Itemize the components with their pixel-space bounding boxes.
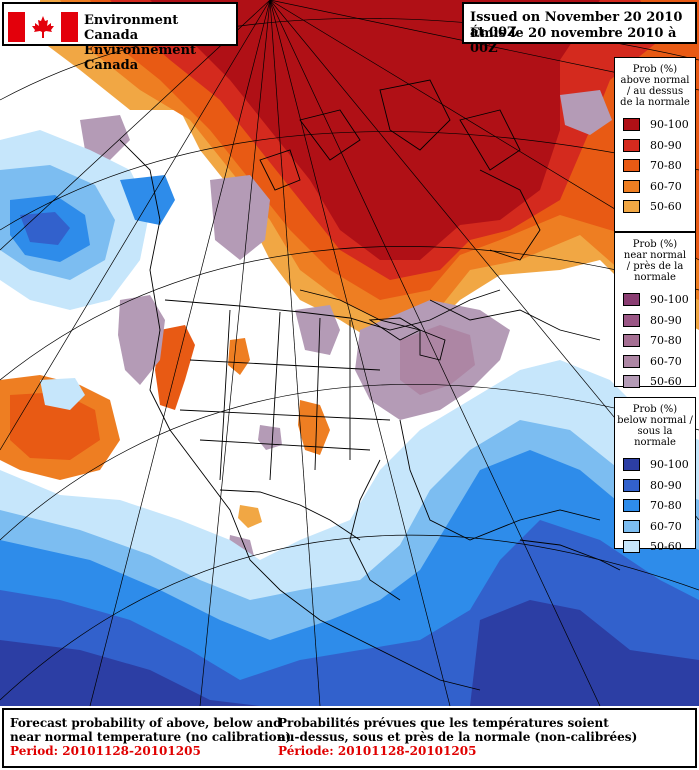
legend-row: 50-60: [615, 371, 695, 392]
agency-header: Environment Canada Environnement Canada: [2, 2, 238, 73]
legend-row: 80-90: [615, 310, 695, 331]
legend-row: 90-100: [615, 454, 695, 475]
agency-name-en: Environment Canada: [84, 13, 179, 43]
legend-swatch: [623, 313, 640, 327]
legend-label: 70-80: [650, 159, 682, 172]
legend-label: 90-100: [650, 293, 689, 306]
legend-row: 50-60: [615, 196, 695, 217]
issue-date-fr: Émis le 20 novembre 2010 à 00Z: [470, 26, 677, 56]
legend-row: 60-70: [615, 516, 695, 537]
canada-flag-icon: [8, 12, 78, 42]
legend-swatch: [623, 478, 640, 492]
legend-swatch: [623, 200, 640, 213]
legend-label: 80-90: [650, 478, 682, 492]
legend-label: 60-70: [650, 179, 682, 193]
legend-row: 90-100: [615, 289, 695, 310]
legend-label: 70-80: [650, 334, 682, 347]
near-normal-region: [80, 90, 612, 570]
footer-caption: Forecast probability of above, below and…: [2, 708, 697, 768]
legend-above-title: Prob (%) above normal / au dessus de la …: [620, 64, 690, 108]
caption-en: Forecast probability of above, below and…: [10, 716, 292, 758]
legend-row: 70-80: [615, 155, 695, 176]
legend-label: 80-90: [650, 313, 682, 327]
legend-below-title: Prob (%) below normal / sous la normale: [617, 404, 693, 448]
legend-label: 50-60: [650, 200, 682, 213]
agency-name-fr: Environnement Canada: [84, 43, 197, 73]
period-fr: Période: 20101128-20101205: [278, 744, 477, 758]
legend-row: 80-90: [615, 475, 695, 496]
legend-label: 70-80: [650, 499, 682, 512]
legend-label: 50-60: [650, 540, 682, 553]
legend-swatch: [623, 519, 640, 533]
caption-fr: Probabilités prévues que les température…: [278, 716, 638, 758]
legend-label: 50-60: [650, 375, 682, 388]
legend-swatch: [623, 540, 640, 553]
legend-label: 90-100: [650, 118, 689, 131]
legend-row: 80-90: [615, 135, 695, 156]
legend-near-title: Prob (%) near normal / près de la normal…: [623, 239, 687, 283]
above-normal-region: [0, 0, 699, 528]
legend-swatch: [623, 354, 640, 368]
legend-label: 60-70: [650, 354, 682, 368]
legend-swatch: [623, 138, 640, 152]
legend-swatch: [623, 499, 640, 512]
legend-row: 70-80: [615, 495, 695, 516]
legend-label: 80-90: [650, 138, 682, 152]
map-linework: [119, 79, 621, 691]
legend-swatch: [623, 334, 640, 347]
agency-name: Environment Canada Environnement Canada: [84, 13, 236, 73]
legend-row: 60-70: [615, 351, 695, 372]
legend-row: 70-80: [615, 330, 695, 351]
legend-label: 60-70: [650, 519, 682, 533]
issue-date-en: Issued on November 20 2010 at 00Z: [470, 10, 683, 40]
legend-swatch: [623, 293, 640, 306]
legend-row: 50-60: [615, 536, 695, 557]
legend-swatch: [623, 118, 640, 131]
legend-row: 60-70: [615, 176, 695, 197]
legend-below-normal: Prob (%) below normal / sous la normale …: [614, 397, 696, 553]
period-en: Period: 20101128-20101205: [10, 744, 201, 758]
legend-row: 90-100: [615, 114, 695, 135]
legend-swatch: [623, 179, 640, 193]
legend-above-normal: Prob (%) above normal / au dessus de la …: [614, 57, 696, 232]
below-normal-region: [0, 130, 699, 706]
legend-label: 90-100: [650, 458, 689, 471]
issue-date-box: Issued on November 20 2010 at 00Z Émis l…: [462, 2, 697, 56]
legend-swatch: [623, 375, 640, 388]
legend-near-normal: Prob (%) near normal / près de la normal…: [614, 232, 696, 388]
legend-swatch: [623, 159, 640, 172]
legend-swatch: [623, 458, 640, 471]
